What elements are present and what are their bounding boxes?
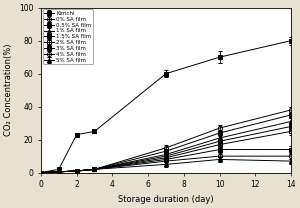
- X-axis label: Storage duration (day): Storage duration (day): [118, 195, 214, 204]
- Y-axis label: CO₂ Concentration(%): CO₂ Concentration(%): [4, 44, 13, 136]
- Legend: Kimchi, 0% SA film, 0.5% SA film, 1% SA film, 1.5% SA film, 2% SA film, 3% SA fi: Kimchi, 0% SA film, 0.5% SA film, 1% SA …: [43, 9, 93, 64]
